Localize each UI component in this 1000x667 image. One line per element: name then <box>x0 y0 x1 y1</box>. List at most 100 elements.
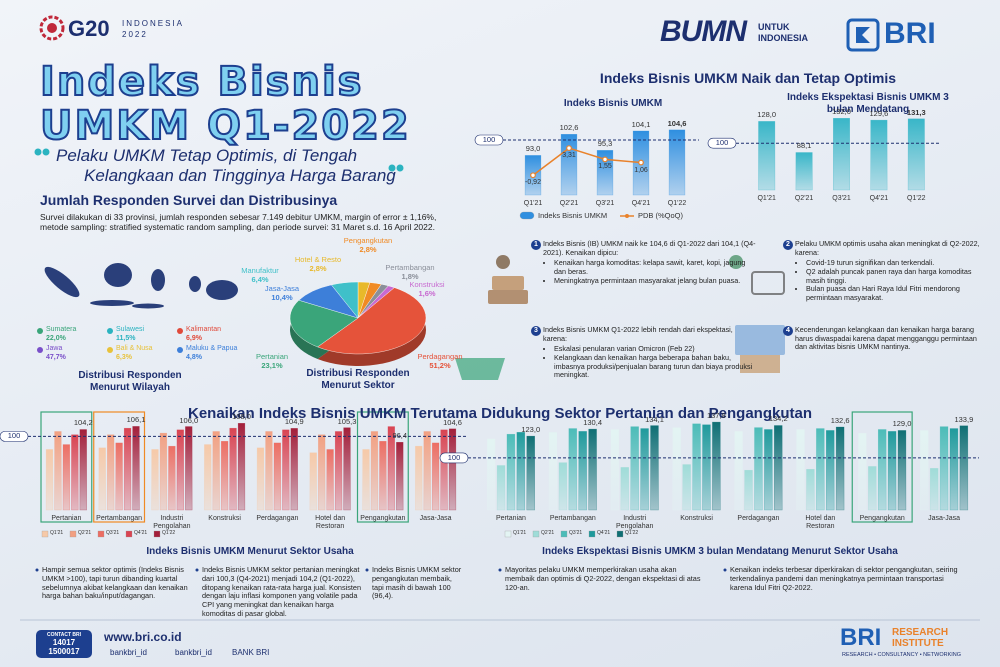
reference-badge <box>439 452 469 464</box>
footer-url[interactable]: www.bri.co.id <box>104 630 182 644</box>
chart-title: Indeks Bisnis UMKM Menurut Sektor Usaha <box>146 546 354 557</box>
region-name: Kalimantan <box>186 326 222 333</box>
region-name: Jawa <box>46 345 63 352</box>
region-share: 11,5% <box>116 335 136 342</box>
x-tick-label: Pengangkutan <box>360 515 406 522</box>
line-point <box>566 145 572 151</box>
region-dot <box>37 328 43 334</box>
bar <box>431 442 440 511</box>
bar <box>220 441 229 511</box>
note-text: Indeks Bisnis (IB) UMKM naik ke 104,6 di… <box>543 239 758 285</box>
note-text: Pelaku UMKM optimis usaha akan meningkat… <box>795 239 985 302</box>
bar <box>668 129 686 196</box>
x-tick-label: Pertanian <box>51 515 82 522</box>
value-label: -0,92 <box>525 179 541 187</box>
bar <box>929 468 939 511</box>
value-label: 96,4 <box>392 431 408 441</box>
chart-title: Indeks Ekspektasi Bisnis UMKM 3 bulan Me… <box>542 546 898 557</box>
bumn-sub: INDONESIA <box>758 33 809 43</box>
bar <box>62 444 71 511</box>
x-tick-label: Q1'21 <box>523 200 543 207</box>
g20-sub: 2022 <box>122 30 148 39</box>
social-handle[interactable]: BANK BRI <box>232 648 270 657</box>
x-tick-label: Industri Pengolahan <box>616 515 654 531</box>
sector-note: Indeks Bisnis UMKM sektor pertanian meni… <box>202 565 362 618</box>
bar <box>835 426 845 511</box>
value-label: 3,31 <box>562 152 576 160</box>
note-number-badge <box>531 240 541 250</box>
note-bullets: Covid-19 turun signifikan dan terkendali… <box>795 259 985 302</box>
bar <box>54 431 62 511</box>
bar <box>107 434 115 511</box>
note-lead: Kecenderungan kelangkaan dan kenaikan ha… <box>795 325 977 352</box>
bar <box>826 430 835 511</box>
contact-badge <box>36 630 92 658</box>
x-tick-label: Q4'21 <box>869 195 889 202</box>
region-dot <box>37 347 43 353</box>
line-point <box>638 159 644 166</box>
note-bullet: Eskalasi penularan varian Omicron (Feb 2… <box>554 345 757 354</box>
bar <box>744 469 753 511</box>
note-lead: Indeks Bisnis UMKM Q1-2022 lebih rendah … <box>543 325 733 343</box>
bar <box>204 444 212 511</box>
note-bullet: Kelangkaan dan kenaikan harga beberapa b… <box>554 353 757 380</box>
bar <box>620 467 629 511</box>
highlight-box <box>356 411 409 523</box>
bar <box>596 150 614 196</box>
bar <box>309 452 317 511</box>
pie-label: Perdagangan <box>417 352 463 361</box>
bar <box>396 442 404 511</box>
x-tick-label: Q1'21 <box>757 195 776 202</box>
social-handle[interactable]: bankbri_id <box>110 648 147 657</box>
subtitle: Pelaku UMKM Tetap Optimis, di Tengah <box>56 146 358 165</box>
bullet-dot <box>35 568 39 572</box>
value-label: 105,3 <box>337 416 357 426</box>
bar <box>98 447 106 511</box>
legend-label: Q1'22 <box>162 530 176 536</box>
reference-label: 100 <box>7 431 21 441</box>
bar <box>168 445 176 511</box>
legend-label: Q3'21 <box>569 530 583 536</box>
main-title: UMKM Q1-2022 <box>39 102 411 150</box>
x-tick-label: Perdagangan <box>737 515 780 522</box>
value-label: 104,9 <box>284 417 304 427</box>
bar <box>212 431 220 511</box>
region-name: Sulawesi <box>116 326 145 333</box>
value-label: 123,0 <box>521 425 541 435</box>
illustrations <box>455 255 785 380</box>
bar <box>159 432 168 511</box>
sector-note: Indeks Bisnis UMKM sektor pengangkutan m… <box>372 565 462 601</box>
bar <box>123 427 132 511</box>
bar <box>440 429 448 511</box>
bar <box>795 152 813 191</box>
legend-swatch <box>125 530 133 538</box>
value-label: 130,4 <box>583 418 602 428</box>
legend-swatch <box>504 530 512 538</box>
value-label: 137,8 <box>706 411 726 421</box>
institute-tagline: RESEARCH • CONSULTANCY • NETWORKING <box>842 652 962 658</box>
social-handle[interactable]: bankbri_id <box>175 648 212 657</box>
legend-swatch <box>532 530 540 538</box>
sector-note: Mayoritas pelaku UMKM memperkirakan usah… <box>505 565 701 592</box>
x-tick-label: Hotel dan Restoran <box>315 515 346 531</box>
pie-label: Manufaktur <box>241 266 279 275</box>
bri-logo: BRI <box>884 17 936 50</box>
pie-label: Hotel & Resto <box>294 255 342 264</box>
value-label: 132,6 <box>830 416 850 425</box>
note-number: 3 <box>534 327 538 334</box>
bri-icon <box>846 18 880 52</box>
reference-label: 100 <box>715 138 729 148</box>
bar <box>486 438 496 511</box>
x-tick-label: Pertambangan <box>549 515 596 522</box>
note-text: Kecenderungan kelangkaan dan kenaikan ha… <box>795 325 985 352</box>
bar <box>516 432 526 511</box>
x-tick-label: Q1'22 <box>667 200 687 207</box>
x-tick-label: Hotel dan Restoran <box>805 515 836 531</box>
bar <box>282 429 290 511</box>
bar <box>897 430 907 511</box>
bar <box>907 118 925 191</box>
note-bullet: Kenaikan harga komoditas: kelapa sawit, … <box>554 258 757 276</box>
value-label: 134,1 <box>645 414 664 424</box>
legend-label: Q2'21 <box>78 530 92 536</box>
legend-swatch <box>41 530 49 538</box>
